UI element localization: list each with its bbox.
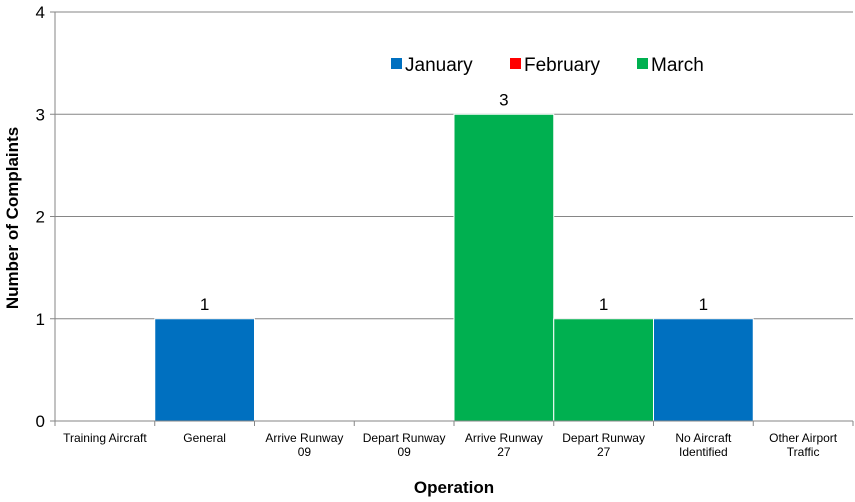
data-label: 1	[699, 295, 708, 314]
y-tick-label: 3	[36, 105, 45, 124]
legend-swatch	[637, 58, 648, 69]
bar	[553, 318, 654, 422]
data-labels: 1 3 1 1	[200, 90, 708, 314]
x-tick-label: No Aircraft Identified	[675, 431, 732, 459]
legend-label: February	[524, 55, 601, 76]
bar	[453, 113, 555, 422]
x-tick-label: Training Aircraft	[63, 431, 147, 445]
legend-swatch	[391, 58, 402, 69]
y-tick-label: 4	[36, 3, 45, 22]
legend-label: March	[651, 55, 704, 76]
legend: January February March	[391, 55, 704, 76]
bars	[154, 113, 754, 422]
y-tick-label: 1	[36, 310, 45, 329]
x-tick-label: Depart Runway 27	[562, 431, 645, 459]
data-label: 1	[200, 295, 209, 314]
x-axis-title: Operation	[414, 478, 494, 497]
x-tick-labels: Training Aircraft General Arrive Runway 09 D…	[63, 431, 838, 459]
bar	[653, 318, 754, 422]
legend-label: January	[405, 55, 473, 76]
y-axis-title: Number of Complaints	[3, 127, 22, 309]
x-tick-label: Other Airport Traffic	[769, 431, 838, 459]
y-tick-labels: 0 1 2 3 4	[36, 3, 45, 431]
data-label: 3	[499, 90, 508, 109]
bar	[154, 318, 255, 422]
x-tick-label: General	[183, 431, 226, 445]
x-tick-label: Arrive Runway 09	[265, 431, 343, 459]
x-tick-label: Arrive Runway 27	[465, 431, 543, 459]
y-tick-label: 0	[36, 412, 45, 431]
y-tick-label: 2	[36, 208, 45, 227]
axes	[50, 11, 854, 426]
legend-swatch	[510, 58, 521, 69]
x-tick-label: Depart Runway 09	[363, 431, 446, 459]
data-label: 1	[599, 295, 608, 314]
